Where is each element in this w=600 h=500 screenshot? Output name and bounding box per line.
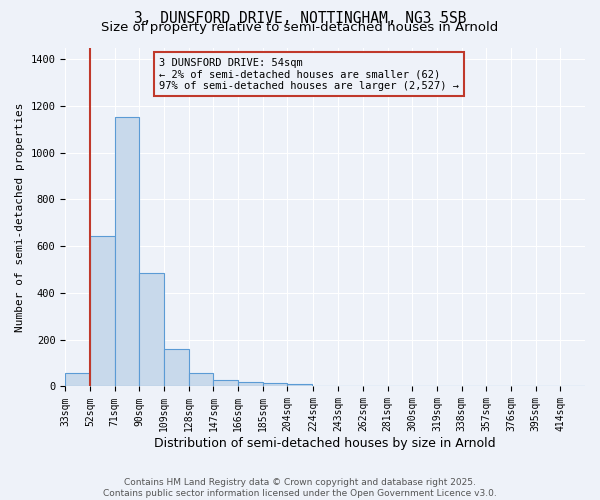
Y-axis label: Number of semi-detached properties: Number of semi-detached properties xyxy=(15,102,25,332)
Bar xyxy=(65,373,90,386)
Bar xyxy=(287,384,312,386)
Bar xyxy=(189,373,214,386)
Bar xyxy=(263,384,287,386)
Text: 3, DUNSFORD DRIVE, NOTTINGHAM, NG3 5SB: 3, DUNSFORD DRIVE, NOTTINGHAM, NG3 5SB xyxy=(134,11,466,26)
Bar xyxy=(139,272,164,386)
Bar xyxy=(90,236,115,386)
Text: 3 DUNSFORD DRIVE: 54sqm
← 2% of semi-detached houses are smaller (62)
97% of sem: 3 DUNSFORD DRIVE: 54sqm ← 2% of semi-det… xyxy=(159,58,459,91)
X-axis label: Distribution of semi-detached houses by size in Arnold: Distribution of semi-detached houses by … xyxy=(154,437,496,450)
Bar xyxy=(214,380,238,386)
Bar xyxy=(238,382,263,386)
Bar xyxy=(164,349,189,387)
Bar xyxy=(115,117,139,386)
Text: Contains HM Land Registry data © Crown copyright and database right 2025.
Contai: Contains HM Land Registry data © Crown c… xyxy=(103,478,497,498)
Text: Size of property relative to semi-detached houses in Arnold: Size of property relative to semi-detach… xyxy=(101,22,499,35)
